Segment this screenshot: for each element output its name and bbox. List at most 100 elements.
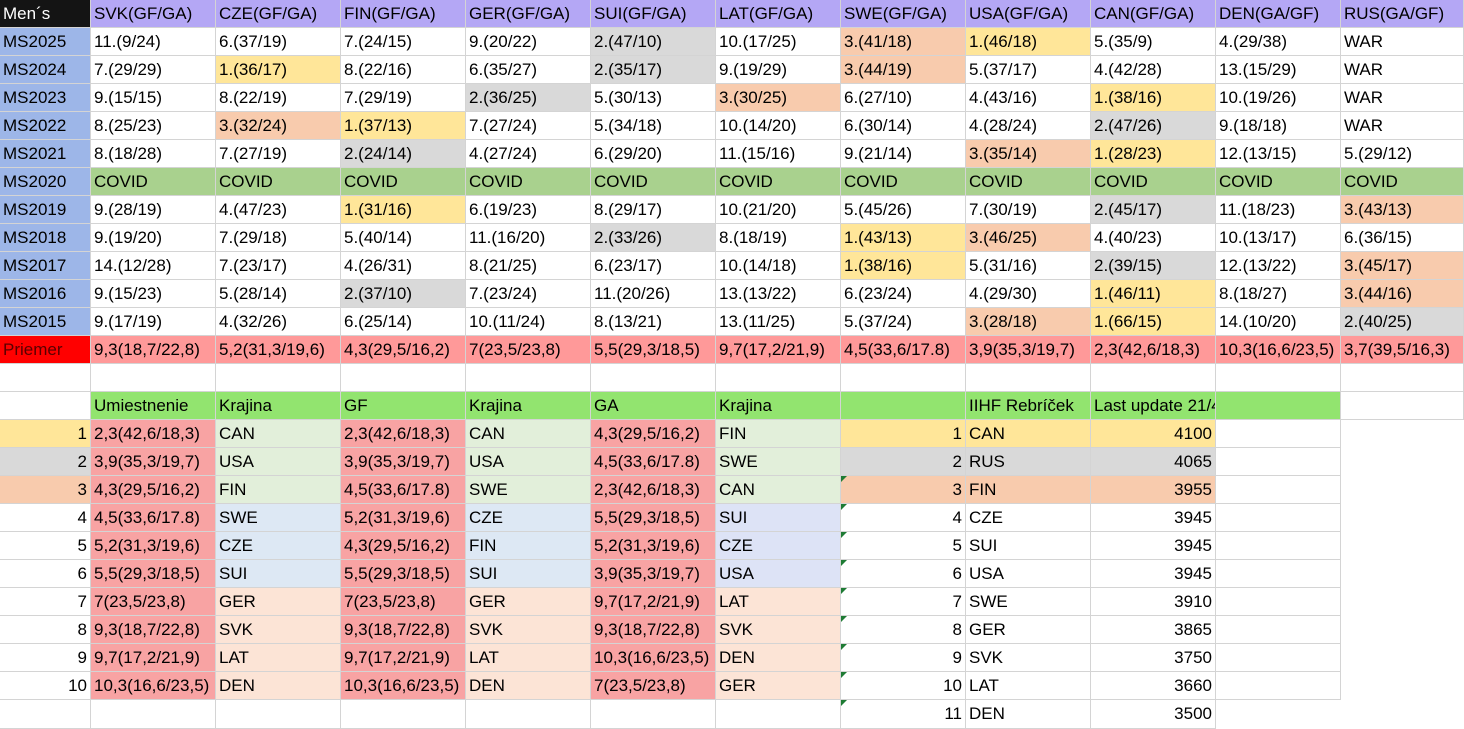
rank-number[interactable]: 2 (0, 448, 91, 476)
result-cell[interactable]: 4.(27/24) (466, 140, 591, 168)
gf-value[interactable]: 4,5(33,6/17.8) (341, 476, 466, 504)
row-label[interactable]: MS2019 (0, 196, 91, 224)
iihf-position[interactable]: 5 (841, 532, 966, 560)
iihf-points[interactable]: 3660 (1091, 672, 1216, 700)
result-cell[interactable]: 3.(45/17) (1341, 252, 1464, 280)
rank-number[interactable]: 10 (0, 672, 91, 700)
result-cell[interactable]: 1.(43/13) (841, 224, 966, 252)
result-cell[interactable]: 12.(13/15) (1216, 140, 1341, 168)
umiestnenie-value[interactable]: 3,9(35,3/19,7) (91, 448, 216, 476)
last-update-header-fill[interactable] (1216, 392, 1341, 420)
average-label[interactable]: Priemer (0, 336, 91, 364)
empty-cell[interactable] (0, 392, 91, 420)
iihf-points[interactable]: 3945 (1091, 560, 1216, 588)
result-cell[interactable]: 7.(27/24) (466, 112, 591, 140)
average-cell[interactable]: 9,7(17,2/21,9) (716, 336, 841, 364)
country-cell[interactable]: DEN (466, 672, 591, 700)
last-update-header[interactable]: Last update 21/4/2025 (1091, 392, 1216, 420)
result-cell[interactable]: 1.(31/16) (341, 196, 466, 224)
result-cell[interactable]: 13.(11/25) (716, 308, 841, 336)
gf-value[interactable]: 3,9(35,3/19,7) (341, 448, 466, 476)
gf-value[interactable]: 5,5(29,3/18,5) (341, 560, 466, 588)
empty-cell[interactable] (341, 364, 466, 392)
iihf-country[interactable]: FIN (966, 476, 1091, 504)
iihf-position[interactable]: 9 (841, 644, 966, 672)
average-cell[interactable]: 5,5(29,3/18,5) (591, 336, 716, 364)
ga-value[interactable]: 3,9(35,3/19,7) (591, 560, 716, 588)
country-cell[interactable]: LAT (716, 588, 841, 616)
rank-number[interactable]: 3 (0, 476, 91, 504)
result-cell[interactable]: 4.(43/16) (966, 84, 1091, 112)
rank-table-header[interactable]: Krajina (716, 392, 841, 420)
result-cell[interactable]: 8.(25/23) (91, 112, 216, 140)
result-cell[interactable]: 11.(15/16) (716, 140, 841, 168)
country-cell[interactable]: SWE (216, 504, 341, 532)
empty-cell[interactable] (1216, 588, 1341, 616)
iihf-country[interactable]: SWE (966, 588, 1091, 616)
average-cell[interactable]: 4,5(33,6/17.8) (841, 336, 966, 364)
result-cell[interactable]: 1.(46/11) (1091, 280, 1216, 308)
iihf-position[interactable]: 3 (841, 476, 966, 504)
country-cell[interactable]: CAN (466, 420, 591, 448)
column-header[interactable]: CAN(GF/GA) (1091, 0, 1216, 28)
result-cell[interactable]: 8.(22/19) (216, 84, 341, 112)
ga-value[interactable]: 7(23,5/23,8) (591, 672, 716, 700)
iihf-position[interactable]: 7 (841, 588, 966, 616)
result-cell[interactable]: 6.(30/14) (841, 112, 966, 140)
umiestnenie-value[interactable]: 7(23,5/23,8) (91, 588, 216, 616)
row-label[interactable]: MS2016 (0, 280, 91, 308)
result-cell[interactable]: 12.(13/22) (1216, 252, 1341, 280)
result-cell[interactable]: 10.(17/25) (716, 28, 841, 56)
column-header[interactable]: LAT(GF/GA) (716, 0, 841, 28)
ga-value[interactable]: 9,7(17,2/21,9) (591, 588, 716, 616)
column-header[interactable]: FIN(GF/GA) (341, 0, 466, 28)
country-cell[interactable]: CZE (466, 504, 591, 532)
empty-cell[interactable] (91, 700, 216, 729)
empty-cell[interactable] (0, 700, 91, 729)
result-cell[interactable]: 10.(13/17) (1216, 224, 1341, 252)
empty-cell[interactable] (1216, 532, 1341, 560)
country-cell[interactable]: GER (466, 588, 591, 616)
corner-header[interactable]: Men´s (0, 0, 91, 28)
iihf-header[interactable]: IIHF Rebríček (966, 392, 1091, 420)
empty-header-cell[interactable] (841, 392, 966, 420)
result-cell[interactable]: 10.(14/20) (716, 112, 841, 140)
gf-value[interactable]: 10,3(16,6/23,5) (341, 672, 466, 700)
result-cell[interactable]: 9.(18/18) (1216, 112, 1341, 140)
result-cell[interactable]: 5.(31/16) (966, 252, 1091, 280)
iihf-points[interactable]: 3500 (1091, 700, 1216, 729)
result-cell[interactable]: COVID (216, 168, 341, 196)
result-cell[interactable]: 7.(24/15) (341, 28, 466, 56)
rank-number[interactable]: 7 (0, 588, 91, 616)
result-cell[interactable]: 5.(37/24) (841, 308, 966, 336)
country-cell[interactable]: SVK (216, 616, 341, 644)
result-cell[interactable]: 9.(28/19) (91, 196, 216, 224)
empty-cell[interactable] (1216, 448, 1341, 476)
country-cell[interactable]: DEN (216, 672, 341, 700)
result-cell[interactable]: 11.(18/23) (1216, 196, 1341, 224)
average-cell[interactable]: 4,3(29,5/16,2) (341, 336, 466, 364)
result-cell[interactable]: 1.(37/13) (341, 112, 466, 140)
result-cell[interactable]: 4.(42/28) (1091, 56, 1216, 84)
ga-value[interactable]: 9,3(18,7/22,8) (591, 616, 716, 644)
ga-value[interactable]: 10,3(16,6/23,5) (591, 644, 716, 672)
empty-cell[interactable] (466, 364, 591, 392)
result-cell[interactable]: COVID (1341, 168, 1464, 196)
iihf-country[interactable]: CZE (966, 504, 1091, 532)
country-cell[interactable]: CAN (216, 420, 341, 448)
iihf-position[interactable]: 10 (841, 672, 966, 700)
empty-cell[interactable] (1216, 560, 1341, 588)
result-cell[interactable]: 2.(37/10) (341, 280, 466, 308)
rank-number[interactable]: 5 (0, 532, 91, 560)
country-cell[interactable]: USA (466, 448, 591, 476)
result-cell[interactable]: WAR (1341, 56, 1464, 84)
result-cell[interactable]: 10.(11/24) (466, 308, 591, 336)
country-cell[interactable]: USA (216, 448, 341, 476)
country-cell[interactable]: USA (716, 560, 841, 588)
country-cell[interactable]: SUI (466, 560, 591, 588)
average-cell[interactable]: 3,7(39,5/16,3) (1341, 336, 1464, 364)
result-cell[interactable]: 9.(15/23) (91, 280, 216, 308)
result-cell[interactable]: 2.(36/25) (466, 84, 591, 112)
column-header[interactable]: CZE(GF/GA) (216, 0, 341, 28)
ga-value[interactable]: 4,5(33,6/17.8) (591, 448, 716, 476)
